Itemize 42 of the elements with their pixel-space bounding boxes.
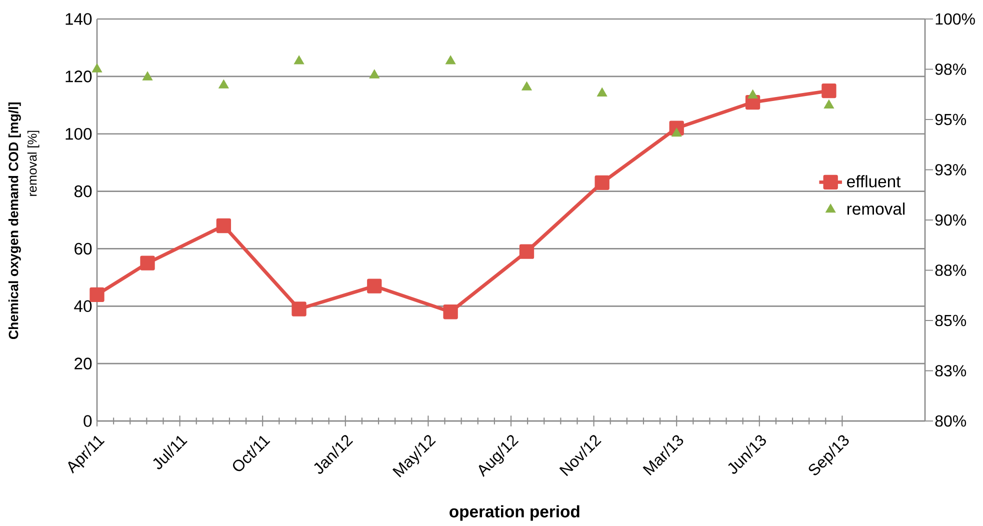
point bbox=[92, 63, 102, 72]
point bbox=[367, 278, 382, 294]
y2-tick-label: 85% bbox=[935, 314, 966, 326]
y2-tick-label: 88% bbox=[935, 264, 966, 276]
point bbox=[519, 244, 534, 259]
x-axis-title: operation period bbox=[450, 505, 580, 521]
point bbox=[824, 100, 834, 108]
y2-tick-label: 93% bbox=[935, 164, 966, 176]
point bbox=[142, 71, 153, 80]
legend-label: effluent bbox=[847, 175, 901, 188]
y2-tick-label: 95% bbox=[935, 114, 966, 126]
y-tick-label: 80 bbox=[74, 185, 92, 198]
point bbox=[671, 128, 682, 137]
point bbox=[443, 304, 458, 320]
y-axis-title: Chemical oxygen demand COD [mg/l] bbox=[8, 102, 21, 340]
y-tick-label: 40 bbox=[74, 300, 92, 312]
point bbox=[292, 302, 306, 316]
point bbox=[294, 55, 304, 64]
y2-tick-label: 98% bbox=[935, 64, 966, 75]
y2-tick-label: 80% bbox=[935, 415, 966, 427]
y2-tick-label: 100% bbox=[936, 13, 975, 25]
point bbox=[822, 83, 836, 98]
legend-label: removal bbox=[847, 202, 905, 215]
y-tick-label: 100 bbox=[66, 128, 92, 140]
point bbox=[140, 256, 155, 270]
y-tick-label: 140 bbox=[66, 13, 92, 25]
point bbox=[594, 175, 610, 190]
point bbox=[522, 81, 532, 90]
y-tick-label: 0 bbox=[84, 415, 92, 427]
point bbox=[748, 90, 758, 98]
point bbox=[216, 218, 232, 234]
point bbox=[596, 88, 608, 96]
point bbox=[445, 55, 456, 64]
y-tick-label: 120 bbox=[66, 70, 92, 82]
point bbox=[369, 69, 380, 78]
y2-tick-label: 83% bbox=[935, 365, 966, 376]
point bbox=[218, 79, 229, 88]
y2-tick-label: 90% bbox=[935, 214, 966, 226]
y-tick-label: 60 bbox=[74, 242, 92, 255]
text: removal [%] bbox=[27, 130, 40, 196]
y-tick-label: 20 bbox=[74, 358, 92, 370]
point bbox=[90, 287, 104, 302]
